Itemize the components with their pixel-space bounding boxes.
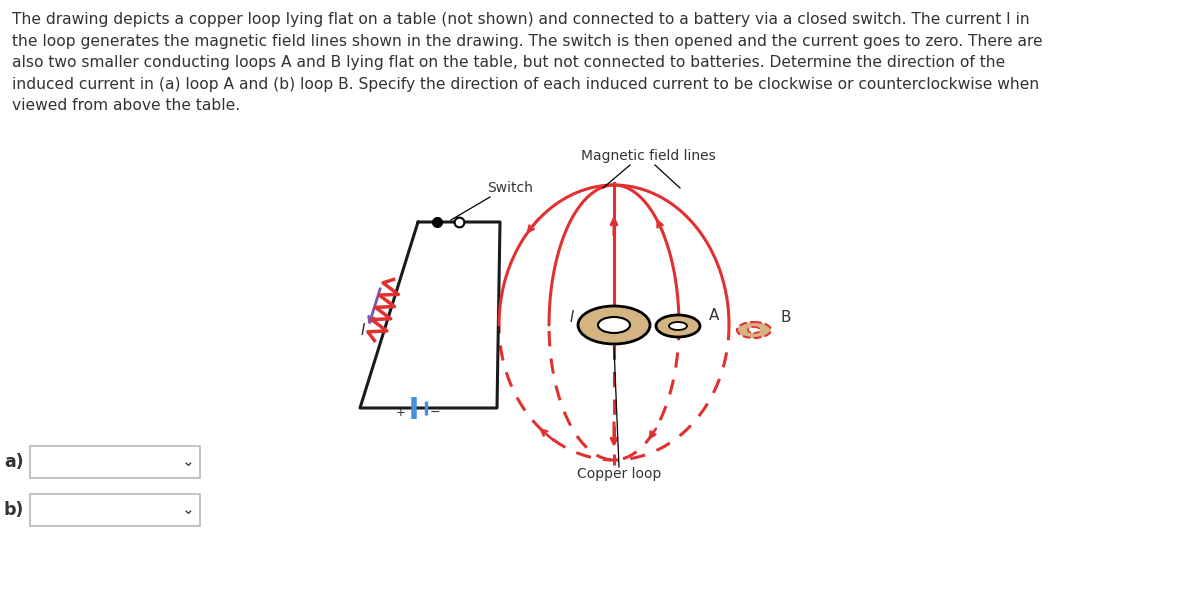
Text: Copper loop: Copper loop [577, 467, 661, 481]
Ellipse shape [670, 322, 686, 330]
Text: I: I [361, 323, 365, 338]
Ellipse shape [578, 306, 650, 344]
Text: The drawing depicts a copper loop lying flat on a table (not shown) and connecte: The drawing depicts a copper loop lying … [12, 12, 1043, 113]
Text: +: + [396, 405, 406, 418]
Text: −: − [430, 405, 440, 418]
Text: a): a) [5, 453, 24, 471]
Text: Switch: Switch [487, 181, 533, 195]
FancyBboxPatch shape [30, 446, 200, 478]
Ellipse shape [656, 315, 700, 337]
Text: B: B [780, 310, 791, 325]
FancyBboxPatch shape [30, 494, 200, 526]
Text: Magnetic field lines: Magnetic field lines [581, 149, 715, 163]
Ellipse shape [598, 317, 630, 333]
Text: I: I [570, 311, 574, 325]
Text: ⌄: ⌄ [181, 455, 194, 470]
Text: b): b) [4, 501, 24, 519]
Ellipse shape [737, 322, 772, 338]
Text: A: A [709, 308, 719, 323]
Ellipse shape [748, 327, 760, 333]
Text: ⌄: ⌄ [181, 502, 194, 517]
